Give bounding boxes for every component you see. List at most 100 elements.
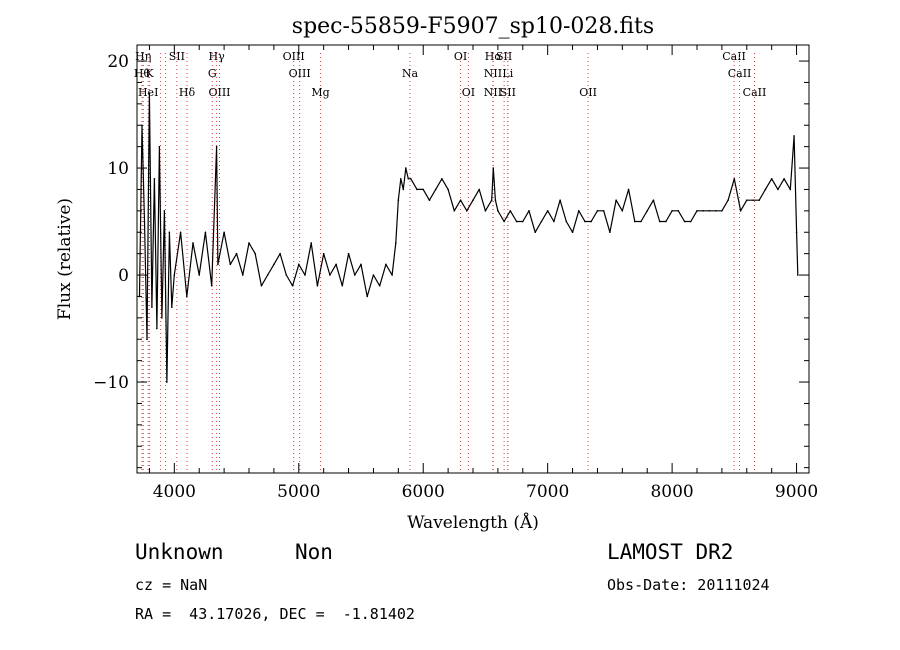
- spectrum-point: [789, 188, 792, 191]
- spectrum-point: [248, 242, 250, 244]
- spectrum-point: [492, 167, 495, 169]
- spectrum-point: [721, 210, 723, 212]
- spectrum-point: [497, 210, 499, 212]
- spectrum-point: [540, 220, 543, 223]
- cz-text: cz = NaN: [135, 576, 208, 594]
- spectrum-point: [795, 231, 798, 234]
- spectrum-point: [689, 220, 692, 223]
- spectrum-point: [161, 317, 163, 319]
- spectrum-point: [143, 220, 146, 223]
- spectrum-point: [407, 177, 410, 180]
- spectrum-point: [198, 274, 201, 276]
- spectrum-point: [322, 252, 325, 255]
- spectral-line-label: Mg: [311, 86, 329, 99]
- x-tick-label: 8000: [650, 482, 693, 502]
- spectrum-point: [609, 231, 611, 234]
- spectral-line-label: Na: [402, 67, 419, 80]
- spectral-line-label: OIII: [289, 67, 311, 80]
- spectrum-point: [304, 274, 306, 276]
- spectrum-point: [173, 274, 176, 276]
- spectrum-line: [138, 92, 799, 383]
- spectrum-point: [285, 274, 288, 276]
- coords-text: RA = 43.17026, DEC = -1.81402: [135, 605, 415, 623]
- spectrum-point: [571, 231, 574, 234]
- spectral-line-label: SII: [169, 50, 185, 63]
- spectrum-point: [434, 188, 437, 191]
- y-tick-label: 10: [107, 159, 129, 179]
- spectrum-point: [671, 210, 673, 212]
- spectrum-point: [745, 199, 748, 201]
- spectral-line-label: Hη: [135, 50, 151, 63]
- spectrum-point: [793, 135, 795, 137]
- spectrum-point: [422, 188, 425, 191]
- spectrum-point: [378, 284, 381, 287]
- spectrum-point: [633, 220, 636, 223]
- spectrum-point: [151, 306, 153, 308]
- spectrum-point: [217, 263, 219, 266]
- y-tick-label: −10: [93, 373, 129, 393]
- spectrum-point: [409, 177, 412, 180]
- spectrum-point: [752, 199, 754, 201]
- spectrum-point: [395, 242, 397, 244]
- x-tick-label: 4000: [153, 482, 196, 502]
- spectrum-point: [391, 274, 393, 276]
- spectrum-point: [156, 327, 158, 330]
- spectrum-point: [546, 210, 549, 212]
- spectral-line-label: SII: [500, 86, 516, 99]
- spectrum-point: [360, 263, 362, 266]
- line-marker-layer: HηHθKHeISIIHδHγGOIIIOIIIOIIIMgNaOIOIHαNI…: [134, 50, 766, 473]
- spectrum-point: [758, 199, 761, 201]
- spectrum-point: [528, 210, 530, 212]
- spectrum-point: [627, 188, 630, 191]
- spectrum-point: [273, 263, 275, 266]
- spectrum-point: [702, 210, 705, 212]
- spectrum-point: [494, 199, 497, 201]
- spectrum-point: [179, 231, 182, 234]
- spectrum-point: [347, 252, 350, 255]
- spectrum-point: [215, 145, 218, 148]
- spectrum-point: [727, 199, 729, 201]
- spectrum-point: [163, 210, 166, 212]
- spectrum-point: [584, 220, 586, 223]
- spectrum-point: [353, 274, 356, 276]
- spectral-line-label: NII: [484, 86, 502, 99]
- spectrum-point: [447, 188, 449, 191]
- spectrum-point: [223, 231, 225, 234]
- spectrum-point: [397, 199, 400, 201]
- spectrum-point: [297, 263, 300, 266]
- spectrum-point: [559, 199, 561, 201]
- spectrum-point: [797, 274, 799, 276]
- spectrum-point: [646, 210, 649, 212]
- spectrum-point: [254, 252, 257, 255]
- spectrum-point: [316, 284, 319, 287]
- spectral-line-label: OIII: [283, 50, 305, 63]
- spectral-line-label: Hδ: [179, 86, 196, 99]
- spectrum-point: [534, 231, 537, 234]
- chart-title: spec-55859-F5907_sp10-028.fits: [292, 14, 654, 39]
- spectral-line-label: OIII: [208, 86, 230, 99]
- spectrum-point: [372, 274, 375, 276]
- spectrum-point: [260, 284, 263, 287]
- spectrum-point: [402, 188, 405, 191]
- y-tick-label: 0: [118, 266, 129, 286]
- spectrum-point: [291, 284, 294, 287]
- spectrum-point: [416, 188, 418, 191]
- spectrum-point: [335, 263, 337, 266]
- spectrum-point: [714, 210, 717, 212]
- spectrum-point: [658, 220, 661, 223]
- spectrum-point: [783, 177, 785, 180]
- x-tick-label: 9000: [775, 482, 818, 502]
- spectrum-point: [148, 92, 151, 94]
- spectrum-point: [210, 284, 213, 287]
- spectrum-point: [640, 220, 642, 223]
- spectrum-point: [621, 210, 624, 212]
- x-tick-label: 5000: [277, 482, 320, 502]
- spectrum-point: [733, 177, 736, 180]
- spectrum-point: [428, 199, 431, 201]
- spectrum-point: [590, 220, 593, 223]
- spectrum-point: [515, 220, 518, 223]
- spectrum-point: [503, 220, 505, 223]
- spectral-line-label: OI: [462, 86, 475, 99]
